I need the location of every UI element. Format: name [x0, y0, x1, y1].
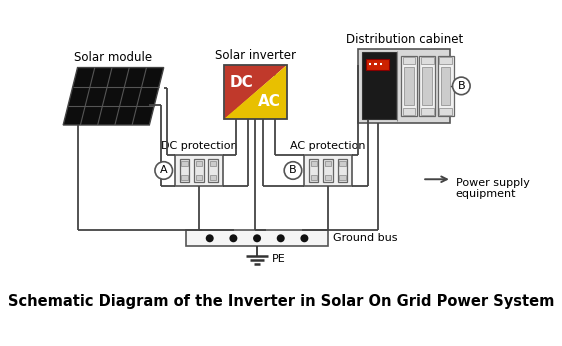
- Bar: [339, 161, 346, 166]
- Bar: [338, 159, 347, 182]
- Text: AC protection: AC protection: [291, 141, 366, 151]
- Bar: [441, 67, 450, 105]
- Polygon shape: [63, 67, 164, 125]
- Bar: [311, 175, 317, 180]
- Bar: [359, 49, 450, 122]
- Bar: [210, 161, 216, 166]
- Bar: [224, 65, 287, 119]
- Text: PE: PE: [271, 254, 285, 264]
- Circle shape: [284, 162, 302, 179]
- Bar: [194, 159, 203, 182]
- Bar: [421, 57, 434, 64]
- Circle shape: [301, 234, 309, 242]
- Text: A: A: [160, 165, 167, 175]
- Text: AC: AC: [257, 94, 280, 109]
- Bar: [209, 159, 218, 182]
- Bar: [309, 159, 319, 182]
- Bar: [404, 67, 414, 105]
- Bar: [182, 161, 188, 166]
- Text: B: B: [457, 81, 465, 91]
- Text: DC: DC: [230, 75, 254, 90]
- Bar: [421, 108, 434, 115]
- Bar: [325, 161, 331, 166]
- Circle shape: [452, 77, 470, 95]
- Polygon shape: [224, 65, 287, 119]
- Bar: [439, 57, 452, 64]
- Bar: [175, 155, 223, 186]
- Circle shape: [229, 234, 237, 242]
- Bar: [402, 108, 415, 115]
- Text: B: B: [289, 165, 297, 175]
- Text: Ground bus: Ground bus: [333, 233, 397, 243]
- Circle shape: [253, 234, 261, 242]
- Bar: [182, 175, 188, 180]
- Bar: [311, 161, 317, 166]
- Bar: [325, 175, 331, 180]
- Bar: [419, 56, 435, 116]
- Bar: [423, 67, 432, 105]
- Bar: [210, 175, 216, 180]
- Bar: [304, 155, 352, 186]
- Text: Power supply
equipment: Power supply equipment: [456, 177, 529, 199]
- Bar: [180, 159, 189, 182]
- Bar: [366, 59, 389, 70]
- Bar: [323, 159, 333, 182]
- Bar: [186, 230, 328, 246]
- Bar: [361, 52, 396, 119]
- Polygon shape: [224, 65, 287, 119]
- Bar: [339, 175, 346, 180]
- Text: Schematic Diagram of the Inverter in Solar On Grid Power System: Schematic Diagram of the Inverter in Sol…: [8, 293, 554, 309]
- Bar: [438, 56, 454, 116]
- Circle shape: [206, 234, 214, 242]
- Circle shape: [277, 234, 285, 242]
- Text: Solar module: Solar module: [74, 51, 152, 64]
- Text: DC protection: DC protection: [161, 141, 237, 151]
- Circle shape: [155, 162, 173, 179]
- Bar: [401, 56, 417, 116]
- Bar: [196, 161, 202, 166]
- Bar: [439, 108, 452, 115]
- Text: Distribution cabinet: Distribution cabinet: [346, 33, 463, 46]
- Text: Solar inverter: Solar inverter: [215, 49, 296, 62]
- Bar: [196, 175, 202, 180]
- Bar: [402, 57, 415, 64]
